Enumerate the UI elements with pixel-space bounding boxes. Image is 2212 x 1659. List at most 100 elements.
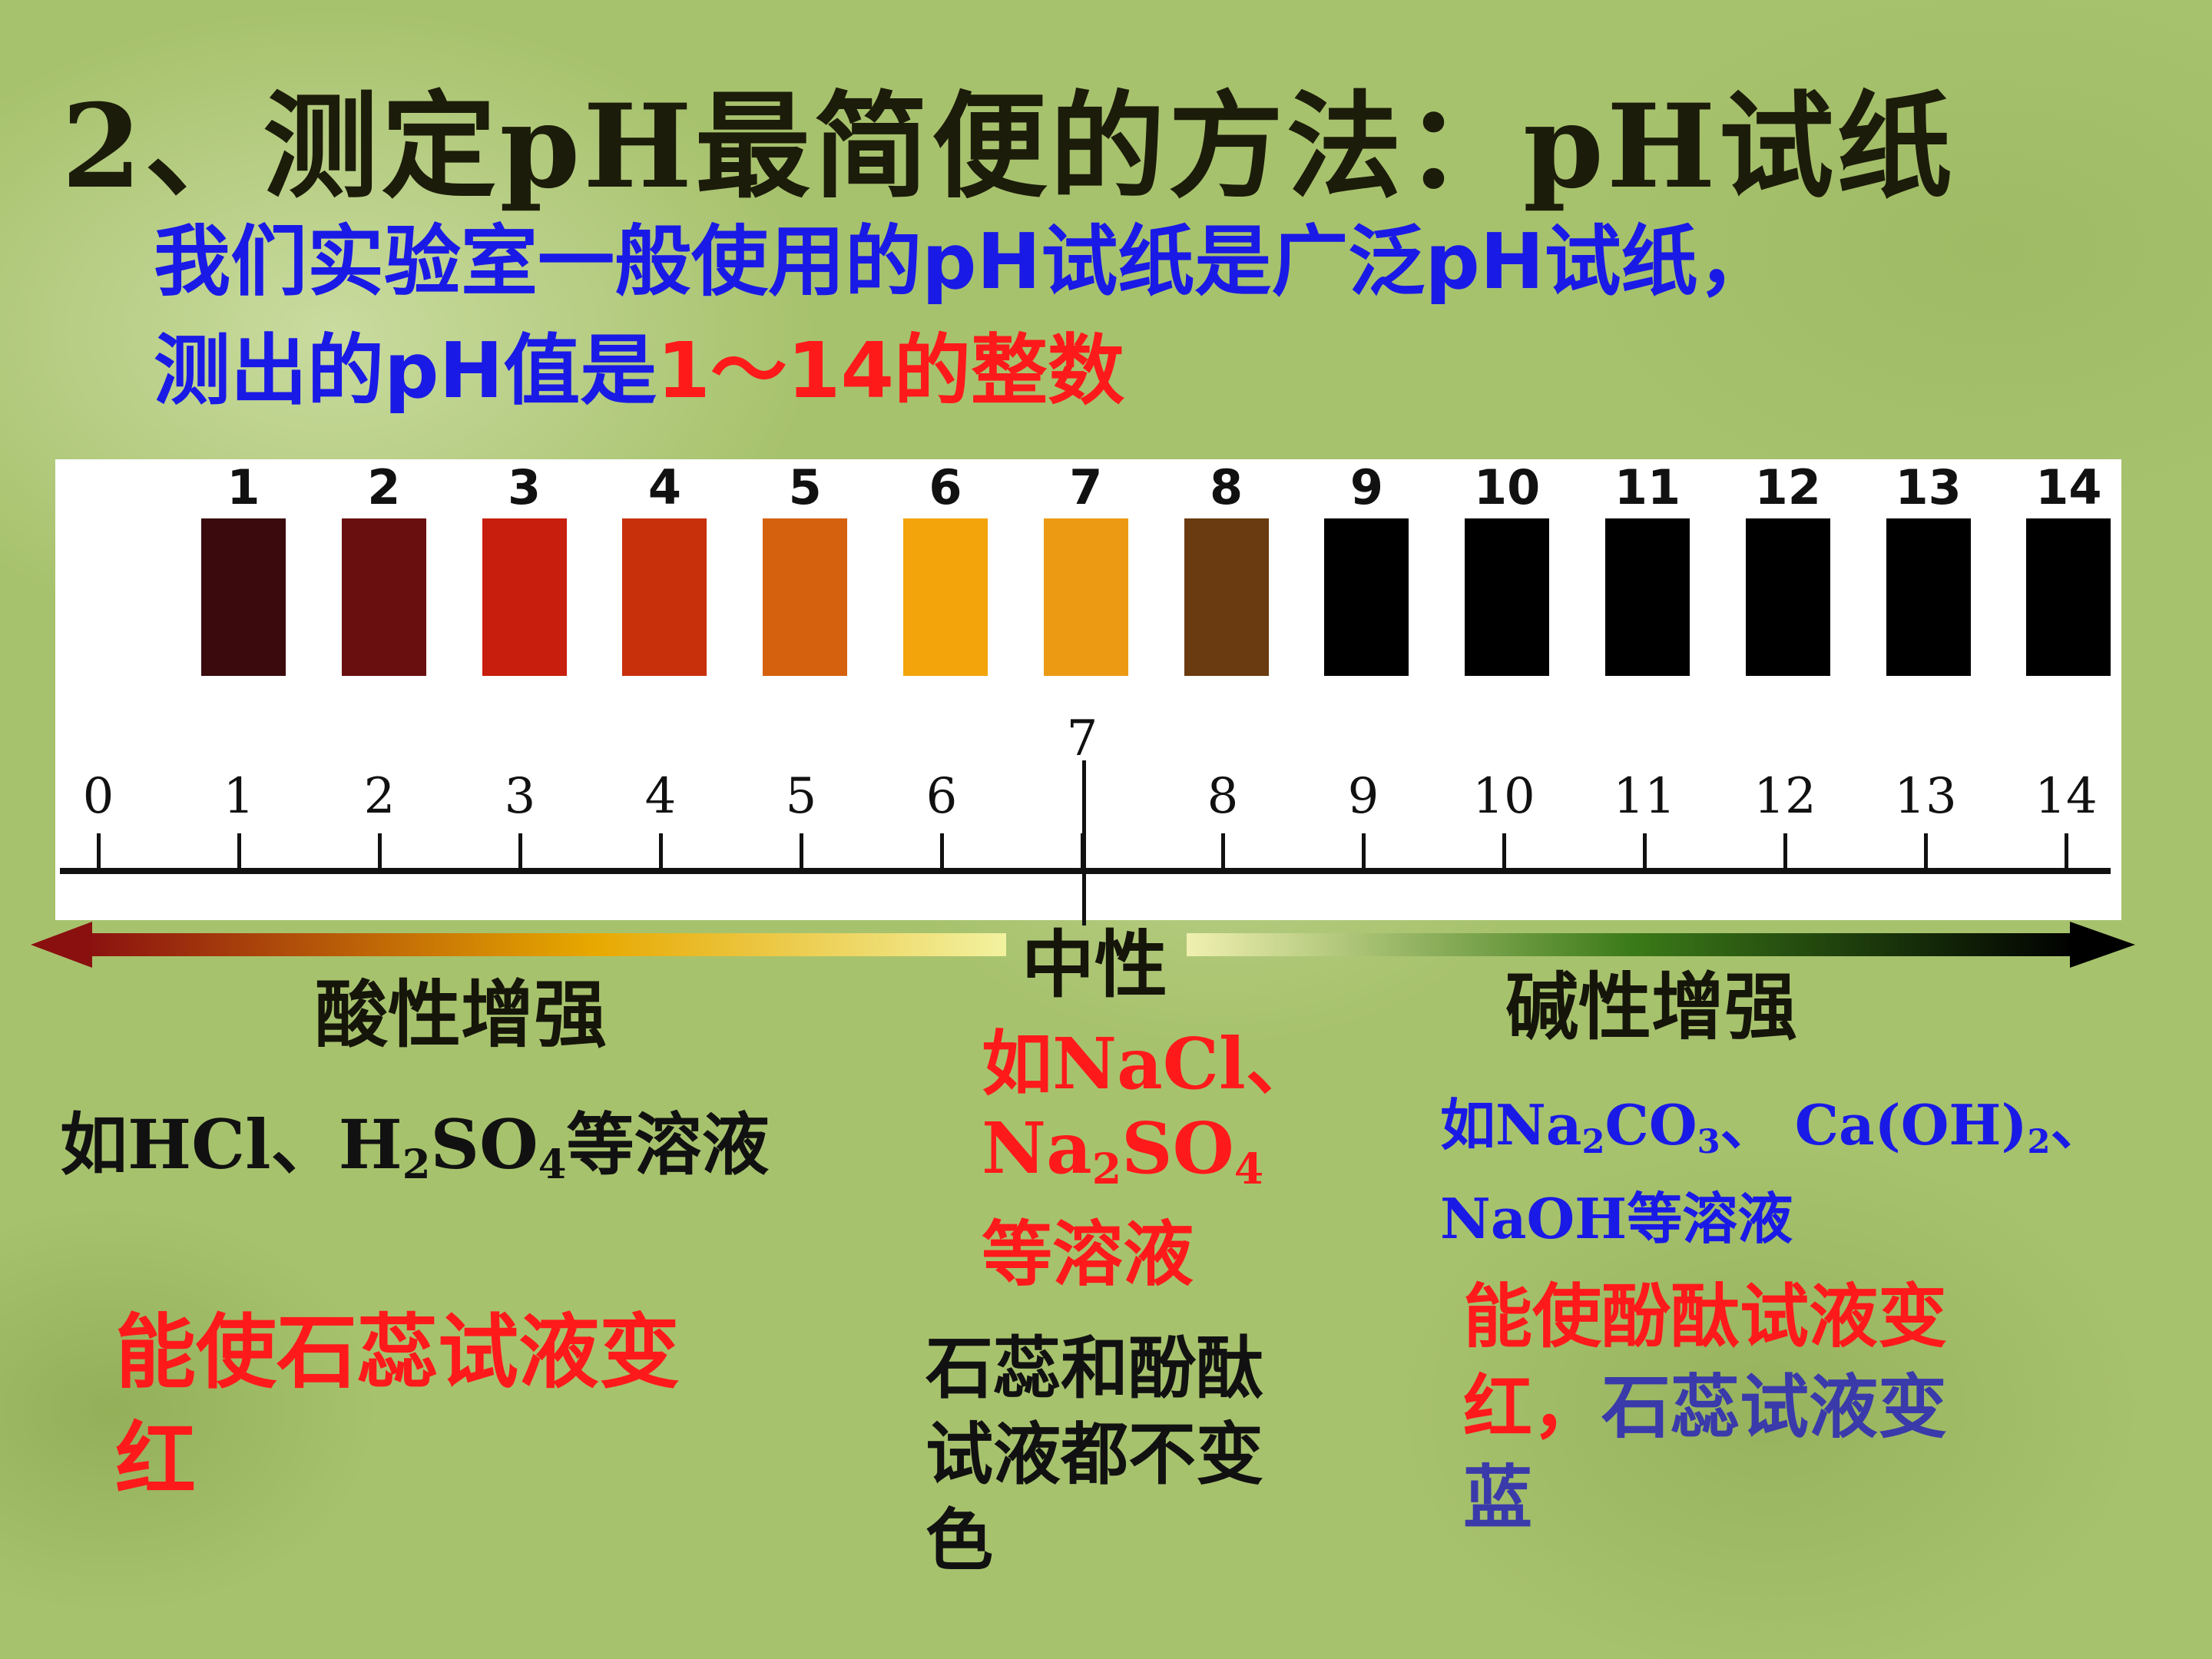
acid-example-mid: SO: [430, 1104, 538, 1184]
neutral-effect-line1: 石蕊和酚酞: [926, 1328, 1264, 1408]
acid-example-prefix: 如HCl、H: [60, 1104, 402, 1184]
acid-effect-line2: 红: [115, 1412, 197, 1507]
ph-swatch-4: [622, 518, 707, 676]
acid-effect: 能使石蕊试液变 红: [115, 1298, 680, 1513]
ph-scale-label-5: 5: [785, 768, 817, 825]
ph-swatch-label-13: 13: [1895, 459, 1962, 515]
ph-swatch-label-10: 10: [1474, 459, 1541, 515]
neutral-example-l2sub2: 4: [1233, 1144, 1264, 1194]
ph-swatch-label-1: 1: [227, 459, 260, 515]
base-example-line1: 如Na2CO3、 Ca(OH)2、: [1440, 1087, 2106, 1181]
ph-scale-tick-3: [518, 833, 522, 870]
subtitle-line-2-highlight: 1～14的整数: [657, 326, 1125, 416]
neutral-example-l2b: SO: [1121, 1107, 1234, 1190]
neutral-example-line1: 如NaCl、: [982, 1022, 1316, 1105]
ph-swatch-1: [201, 518, 286, 676]
neutral-example-l2sub1: 2: [1091, 1144, 1122, 1194]
base-effect-line2-comma: ，: [1532, 1366, 1601, 1448]
ph-swatch-9: [1324, 518, 1409, 676]
alkalinity-arrow: [1187, 922, 2135, 968]
acid-example-suffix: 等溶液: [566, 1104, 770, 1184]
ph-swatch-label-12: 12: [1754, 459, 1821, 515]
ph-scale-tick-9: [1362, 833, 1366, 870]
ph-scale-label-8: 8: [1207, 768, 1239, 825]
base-effect-line2-blue: 石蕊试液变: [1601, 1366, 1947, 1448]
ph-scale-label-10: 10: [1472, 768, 1535, 825]
ph-scale-label-7: 7: [1066, 710, 1098, 767]
base-effect: 能使酚酞试液变 红，石蕊试液变 蓝: [1463, 1271, 1947, 1543]
base-example-l1b: CO: [1604, 1092, 1697, 1157]
base-example-l1d: 、: [2050, 1092, 2106, 1157]
neutral-example-l2a: Na: [982, 1107, 1092, 1190]
base-example-l1a: 如Na: [1440, 1092, 1582, 1157]
neutral-example: 如NaCl、 Na2SO4 等溶液: [982, 1022, 1316, 1296]
ph-swatch-label-3: 3: [508, 459, 541, 515]
ph-swatch-label-5: 5: [788, 459, 822, 515]
neutral-effect-line2: 试液都不变: [926, 1414, 1264, 1494]
ph-swatch-7: [1043, 518, 1128, 676]
ph-swatch-8: [1184, 518, 1269, 676]
ph-swatch-label-14: 14: [2035, 459, 2102, 515]
acidity-arrow: [31, 922, 1006, 968]
base-increase-label: 碱性增强: [1505, 965, 1798, 1050]
base-example-l1sub2: 3: [1697, 1121, 1720, 1161]
base-example-l1sub3: 2: [2027, 1121, 2051, 1161]
base-example-l1c: 、 Ca(OH): [1720, 1092, 2028, 1157]
ph-swatch-label-2: 2: [367, 459, 401, 515]
ph-swatch-label-4: 4: [647, 459, 681, 515]
ph-swatch-6: [903, 518, 988, 676]
ph-swatch-label-9: 9: [1349, 459, 1383, 515]
ph-swatch-10: [1465, 518, 1550, 676]
base-example-l1sub1: 2: [1581, 1121, 1605, 1161]
acid-example-sub1: 2: [402, 1141, 431, 1189]
neutral-effect: 石蕊和酚酞 试液都不变 色: [926, 1325, 1263, 1583]
ph-scale-label-0: 0: [82, 768, 114, 825]
ph-scale-tick-11: [1643, 833, 1647, 870]
base-example: 如Na2CO3、 Ca(OH)2、 NaOH等溶液: [1440, 1087, 2106, 1257]
ph-scale-tick-1: [237, 833, 241, 870]
subtitle-line-2: 测出的pH值是1～14的整数: [154, 316, 1775, 426]
ph-scale-label-12: 12: [1753, 768, 1816, 825]
ph-scale-tick-7: [1081, 833, 1084, 870]
ph-scale-label-2: 2: [363, 768, 396, 825]
acid-increase-label: 酸性增强: [315, 972, 608, 1058]
ph-swatch-label-8: 8: [1210, 459, 1243, 515]
ph-swatch-12: [1745, 518, 1830, 676]
subtitle-line-1: 我们实验室一般使用的pH试纸是广泛pH试纸，: [154, 217, 1775, 306]
acid-example: 如HCl、H2SO4等溶液: [60, 1091, 770, 1188]
ph-scale-tick-5: [800, 833, 803, 870]
ph-scale-label-1: 1: [223, 768, 255, 825]
ph-scale-label-9: 9: [1347, 768, 1379, 825]
slide-title: 2、测定pH最简便的方法：pH试纸: [61, 79, 1955, 214]
acid-example-sub2: 4: [538, 1141, 567, 1189]
ph-scale-label-13: 13: [1894, 768, 1957, 825]
base-effect-line2: 红，石蕊试液变: [1463, 1362, 1947, 1452]
ph-swatch-14: [2026, 518, 2111, 676]
acid-effect-line1: 能使石蕊试液变: [115, 1304, 680, 1399]
ph-scale-tick-10: [1502, 833, 1506, 870]
ph-swatch-11: [1605, 518, 1690, 676]
ph-scale-label-11: 11: [1613, 768, 1676, 825]
ph-scale-tick-8: [1221, 833, 1225, 870]
neutral-example-line3: 等溶液: [982, 1212, 1194, 1296]
base-example-line2: NaOH等溶液: [1440, 1185, 1793, 1251]
neutral-label: 中性: [1022, 922, 1168, 1008]
ph-scale-tick-4: [659, 833, 663, 870]
ph-scale-label-4: 4: [644, 768, 677, 825]
base-effect-line3: 蓝: [1463, 1457, 1532, 1538]
subtitle-line-2-prefix: 测出的pH值是: [154, 326, 657, 416]
ph-scale-tick-0: [97, 833, 101, 870]
ph-scale-tick-14: [2065, 833, 2068, 870]
neutral-example-line2: Na2SO4: [982, 1106, 1316, 1212]
ph-swatch-2: [341, 518, 426, 676]
ph-swatch-5: [763, 518, 848, 676]
ph-scale-tick-6: [940, 833, 944, 870]
ph-swatch-3: [482, 518, 567, 676]
base-effect-line2-red: 红: [1463, 1366, 1532, 1448]
ph-swatch-label-11: 11: [1614, 459, 1681, 515]
ph-swatch-label-6: 6: [929, 459, 962, 515]
ph-scale-tick-2: [378, 833, 382, 870]
ph-scale-label-6: 6: [926, 768, 958, 825]
ph-scale-tick-12: [1783, 833, 1787, 870]
neutral-effect-line3: 色: [926, 1500, 994, 1580]
